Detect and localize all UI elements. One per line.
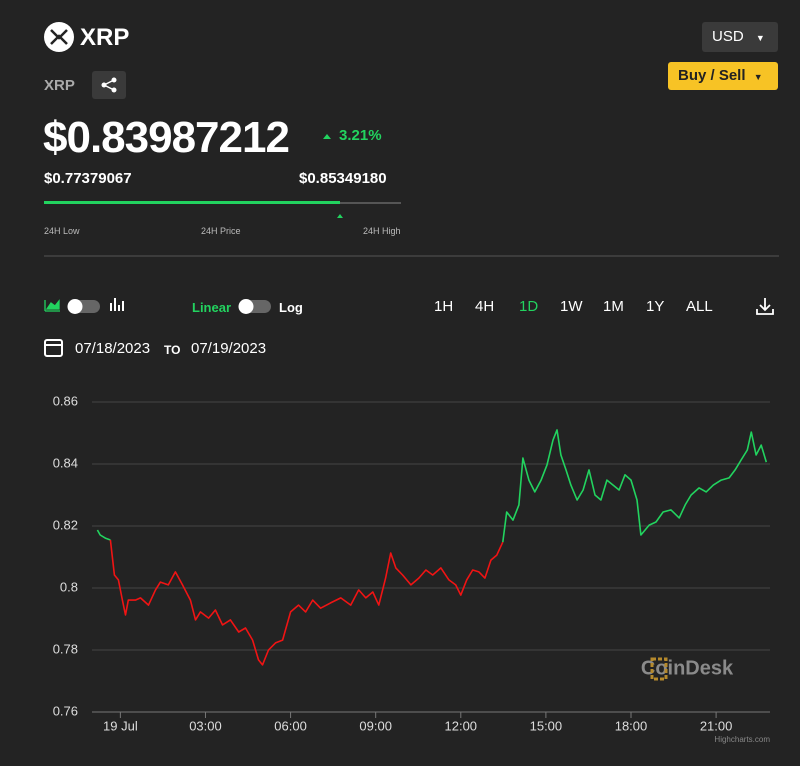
- calendar-icon[interactable]: [44, 339, 63, 357]
- y-tick-label: 0.86: [53, 393, 78, 408]
- x-tick-label: 15:00: [530, 718, 563, 733]
- x-tick-label: 21:00: [700, 718, 733, 733]
- y-tick-label: 0.84: [53, 455, 78, 470]
- up-arrow: [323, 134, 331, 139]
- symbol: XRP: [44, 77, 75, 94]
- log[interactable]: Log: [279, 300, 303, 315]
- linear[interactable]: Linear: [192, 300, 232, 315]
- price-line: [502, 429, 768, 543]
- high: $0.85349180: [299, 170, 387, 187]
- price-line: [109, 539, 504, 666]
- range-button[interactable]: 1Y: [646, 298, 665, 315]
- price: $0.83987212: [43, 113, 290, 162]
- x-tick-label: 19 Jul: [103, 718, 138, 733]
- range-button[interactable]: 1W: [560, 298, 583, 315]
- range-fill: [44, 201, 340, 204]
- y-tick-label: 0.78: [53, 641, 78, 656]
- low-caption: 24H Low: [44, 226, 80, 236]
- x-tick-label: 12:00: [445, 718, 478, 733]
- price-line: [96, 529, 111, 541]
- range-button[interactable]: 1H: [434, 298, 454, 315]
- candle-icon[interactable]: [110, 298, 124, 311]
- y-tick-label: 0.76: [53, 703, 78, 718]
- x-tick-label: 03:00: [189, 718, 222, 733]
- x-tick-label: 09:00: [359, 718, 392, 733]
- credit: Highcharts.com: [714, 735, 770, 744]
- high-caption: 24H High: [363, 226, 401, 236]
- x-tick-label: 18:00: [615, 718, 648, 733]
- range-button[interactable]: 1M: [603, 298, 624, 315]
- x-tick-label: 06:00: [274, 718, 307, 733]
- to: TO: [164, 343, 181, 357]
- download-icon[interactable]: [756, 298, 774, 315]
- y-tick-label: 0.8: [60, 579, 78, 594]
- logo-mark: [50, 29, 68, 45]
- buy-sell: Buy / Sell: [678, 67, 746, 84]
- watermark: CoinDesk: [641, 657, 734, 679]
- area-icon[interactable]: [44, 299, 60, 312]
- change: 3.21%: [339, 127, 382, 144]
- currency: USD: [712, 28, 744, 45]
- range-button[interactable]: ALL: [686, 298, 713, 315]
- date-to[interactable]: 07/19/2023: [191, 340, 267, 357]
- range-button[interactable]: 4H: [475, 298, 495, 315]
- low: $0.77379067: [44, 170, 132, 187]
- range-marker: [336, 214, 343, 218]
- y-tick-label: 0.82: [53, 517, 78, 532]
- date-from[interactable]: 07/18/2023: [75, 340, 151, 357]
- price-caption: 24H Price: [201, 226, 241, 236]
- share-button[interactable]: [92, 71, 126, 99]
- range-button[interactable]: 1D: [519, 298, 539, 315]
- asset-title: XRP: [80, 24, 130, 51]
- currency-select[interactable]: USD ▼: [702, 22, 778, 52]
- buy-sell-button[interactable]: Buy / Sell ▼: [668, 62, 778, 90]
